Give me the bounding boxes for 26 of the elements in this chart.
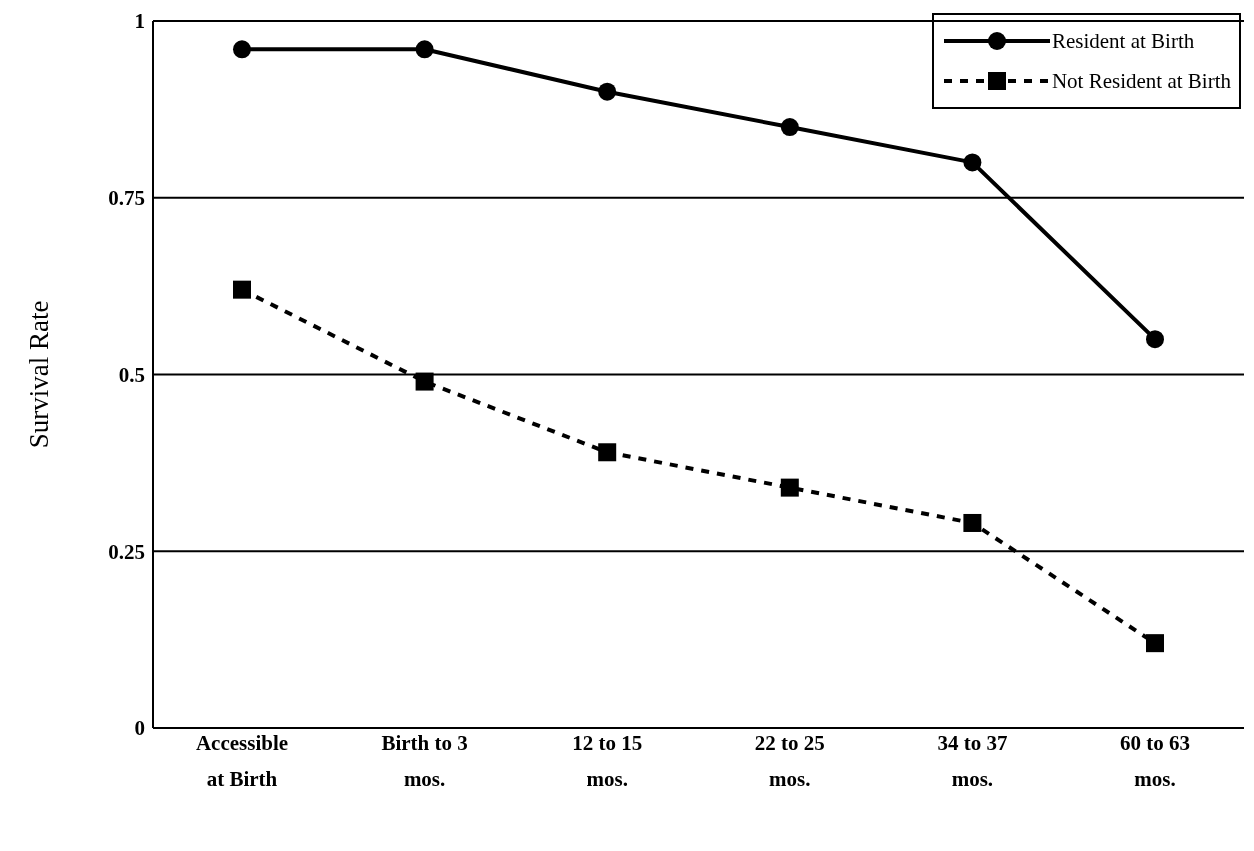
- point: [233, 40, 251, 59]
- x-tick-label: 34 to 37 mos.: [937, 731, 1008, 791]
- x-tick-label: Birth to 3 mos.: [381, 731, 468, 791]
- x-tick-label: 12 to 15 mos.: [572, 731, 643, 791]
- y-tick-label: 0.5: [118, 362, 145, 387]
- point: [780, 118, 799, 137]
- y-tick-label: 0.75: [108, 186, 145, 211]
- legend-label: Resident at Birth: [1051, 28, 1195, 54]
- x-tick-label: Accessible at Birth: [195, 731, 289, 791]
- y-axis-title: Survival Rate: [23, 300, 54, 449]
- point: [233, 280, 251, 299]
- point: [963, 513, 982, 532]
- x-tick-label: 22 to 25 mos.: [754, 731, 825, 791]
- x-tick-label: 60 to 63 mos.: [1120, 731, 1190, 791]
- y-tick-label: 1: [134, 9, 145, 34]
- point: [963, 153, 982, 172]
- point: [598, 82, 617, 101]
- point: [1146, 634, 1164, 653]
- point: [415, 40, 434, 59]
- y-tick-label: 0.25: [108, 539, 145, 564]
- point: [598, 443, 617, 462]
- point: [1146, 330, 1164, 349]
- legend-label: Not Resident at Birth: [1051, 68, 1231, 94]
- y-tick-label: 0: [134, 716, 145, 741]
- point: [415, 372, 434, 391]
- point: [780, 478, 799, 497]
